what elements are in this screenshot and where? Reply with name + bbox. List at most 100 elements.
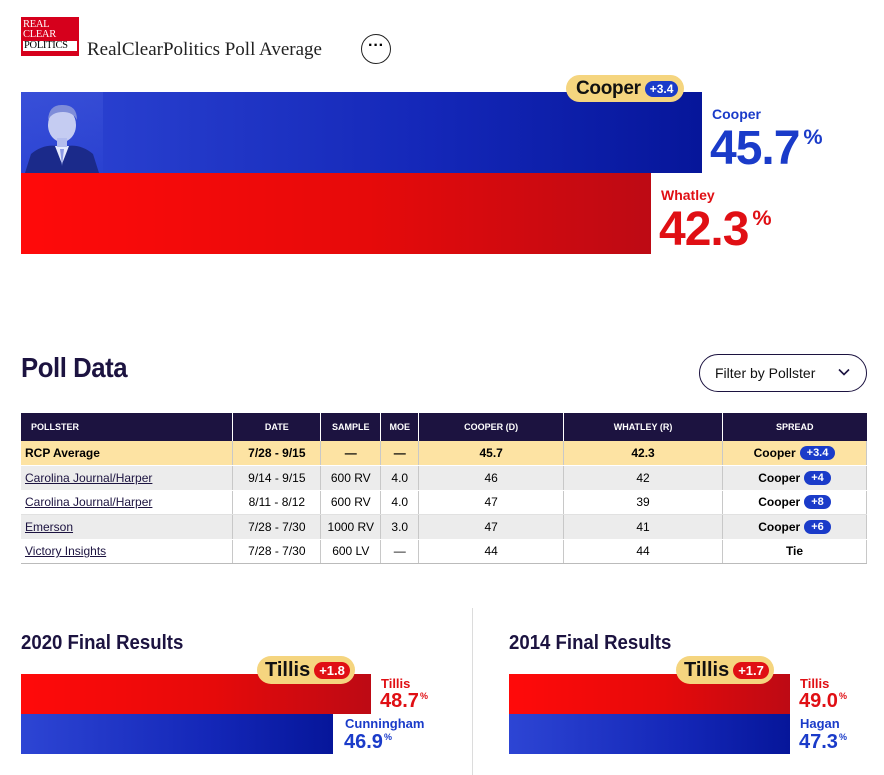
cell-cooper: 45.7	[418, 441, 565, 466]
hagan-2014-number: 47.3	[799, 731, 838, 753]
cell-whatley: 42	[563, 465, 723, 491]
tillis-2014-value: 49.0%	[799, 690, 847, 713]
spread-name: Tie	[785, 544, 804, 559]
cunningham-2020-value: 46.9%	[344, 731, 392, 754]
spread-name: Cooper	[758, 519, 801, 534]
cooper-value-number: 45.7	[710, 122, 800, 175]
col-pollster[interactable]: POLLSTER	[21, 413, 234, 441]
poll-average-title: RealClearPolitics Poll Average	[87, 39, 322, 60]
cell-moe: —	[380, 539, 420, 564]
chevron-down-icon	[838, 368, 850, 376]
cell-pollster: Carolina Journal/Harper	[21, 465, 234, 491]
hagan-2014-bar	[509, 714, 790, 754]
more-options-button[interactable]: ···	[361, 34, 391, 64]
leader-spread-2014: +1.7	[733, 661, 769, 679]
cell-sample: 600 LV	[320, 539, 382, 564]
cell-moe: —	[380, 441, 420, 466]
spread-name: Cooper	[758, 470, 801, 485]
final-2014-title: 2014 Final Results	[509, 632, 672, 654]
table-row: Carolina Journal/Harper 8/11 - 8/12 600 …	[21, 490, 867, 515]
tillis-2014-number: 49.0	[799, 690, 838, 712]
cell-whatley: 44	[563, 539, 723, 564]
cell-cooper: 44	[418, 539, 565, 564]
whatley-name: Whatley	[661, 187, 715, 203]
pollster-link[interactable]: Carolina Journal/Harper	[25, 470, 153, 485]
col-spread[interactable]: SPREAD	[722, 413, 867, 441]
leader-name-2020: Tillis	[265, 658, 311, 681]
leader-badge-2020: Tillis +1.8	[257, 656, 355, 684]
pollster-link[interactable]: Victory Insights	[25, 544, 107, 559]
cell-sample: —	[320, 441, 382, 466]
leader-spread: +3.4	[644, 80, 679, 97]
logo-line-3: POLITICS	[23, 40, 77, 51]
spread-name: Cooper	[753, 446, 796, 460]
whatley-percent-sign: %	[752, 205, 771, 231]
cell-sample: 600 RV	[320, 490, 382, 515]
col-cooper[interactable]: COOPER (D)	[418, 413, 565, 441]
rcp-average-row: RCP Average 7/28 - 9/15 — — 45.7 42.3 Co…	[21, 441, 867, 466]
cell-date: 9/14 - 9/15	[232, 465, 322, 491]
hagan-2014-name: Hagan	[800, 716, 840, 731]
final-2020-title: 2020 Final Results	[21, 632, 184, 654]
tillis-2020-value: 48.7%	[380, 690, 428, 713]
table-header-row: POLLSTER DATE SAMPLE MOE COOPER (D) WHAT…	[21, 413, 867, 441]
filter-label: Filter by Pollster	[715, 365, 816, 381]
cell-whatley: 41	[563, 514, 723, 540]
leader-name: Cooper	[576, 77, 641, 99]
cooper-average-bar	[21, 92, 702, 173]
tillis-2014-percent: %	[838, 691, 847, 701]
cell-sample: 600 RV	[320, 465, 382, 491]
cell-spread: Cooper +8	[722, 490, 867, 515]
tillis-2014-name: Tillis	[800, 676, 830, 691]
pollster-link[interactable]: Emerson	[25, 519, 74, 534]
leader-spread-2020: +1.8	[314, 661, 350, 679]
col-date[interactable]: DATE	[232, 413, 322, 441]
cell-moe: 4.0	[380, 465, 420, 491]
filter-by-pollster-button[interactable]: Filter by Pollster	[699, 354, 867, 392]
tillis-2020-percent: %	[419, 691, 428, 701]
candidate-photo	[21, 92, 103, 173]
whatley-average-bar	[21, 173, 651, 254]
cell-sample: 1000 RV	[320, 514, 382, 540]
cooper-percent-sign: %	[803, 124, 822, 150]
spread-badge: +4	[804, 470, 831, 485]
poll-data-title: Poll Data	[21, 352, 128, 383]
leader-badge-2014: Tillis +1.7	[676, 656, 774, 684]
col-moe[interactable]: MOE	[380, 413, 420, 441]
cunningham-2020-percent: %	[383, 732, 392, 742]
cell-spread: Cooper +3.4	[722, 441, 867, 466]
rcp-logo[interactable]: REAL CLEAR POLITICS	[21, 17, 79, 56]
spread-name: Cooper	[758, 495, 801, 510]
hagan-2014-value: 47.3%	[799, 731, 847, 754]
table-row: Carolina Journal/Harper 9/14 - 9/15 600 …	[21, 465, 867, 491]
ellipsis-icon: ···	[368, 37, 384, 54]
cooper-value: 45.7%	[710, 121, 823, 176]
pollster-link[interactable]: Carolina Journal/Harper	[25, 495, 153, 510]
section-divider	[472, 608, 473, 775]
whatley-value: 42.3%	[659, 202, 772, 257]
hagan-2014-percent: %	[838, 732, 847, 742]
logo-line-2: CLEAR	[23, 29, 56, 40]
col-whatley[interactable]: WHATLEY (R)	[563, 413, 723, 441]
spread-badge: +3.4	[799, 446, 836, 460]
cell-date: 7/28 - 7/30	[232, 514, 322, 540]
cell-pollster: Emerson	[21, 514, 234, 540]
cell-date: 7/28 - 9/15	[232, 441, 322, 466]
col-sample[interactable]: SAMPLE	[320, 413, 382, 441]
poll-data-table: POLLSTER DATE SAMPLE MOE COOPER (D) WHAT…	[21, 413, 867, 564]
cell-pollster: Victory Insights	[21, 539, 234, 564]
leader-badge: Cooper +3.4	[566, 75, 685, 102]
whatley-value-number: 42.3	[659, 203, 749, 256]
cell-cooper: 46	[418, 465, 565, 491]
cell-date: 8/11 - 8/12	[232, 490, 322, 515]
cunningham-2020-name: Cunningham	[345, 716, 425, 731]
tillis-2020-number: 48.7	[380, 690, 419, 712]
cell-spread: Tie	[722, 539, 867, 564]
cooper-name: Cooper	[712, 106, 761, 122]
cell-cooper: 47	[418, 490, 565, 515]
cell-pollster: Carolina Journal/Harper	[21, 490, 234, 515]
cunningham-2020-bar	[21, 714, 333, 754]
cell-moe: 4.0	[380, 490, 420, 515]
cell-pollster: RCP Average	[21, 441, 234, 466]
cell-moe: 3.0	[380, 514, 420, 540]
